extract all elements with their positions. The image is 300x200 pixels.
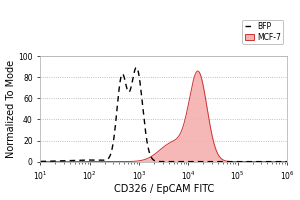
Legend: BFP, MCF-7: BFP, MCF-7	[242, 20, 283, 44]
Y-axis label: Normalized To Mode: Normalized To Mode	[6, 60, 16, 158]
X-axis label: CD326 / EpCAM FITC: CD326 / EpCAM FITC	[114, 184, 214, 194]
